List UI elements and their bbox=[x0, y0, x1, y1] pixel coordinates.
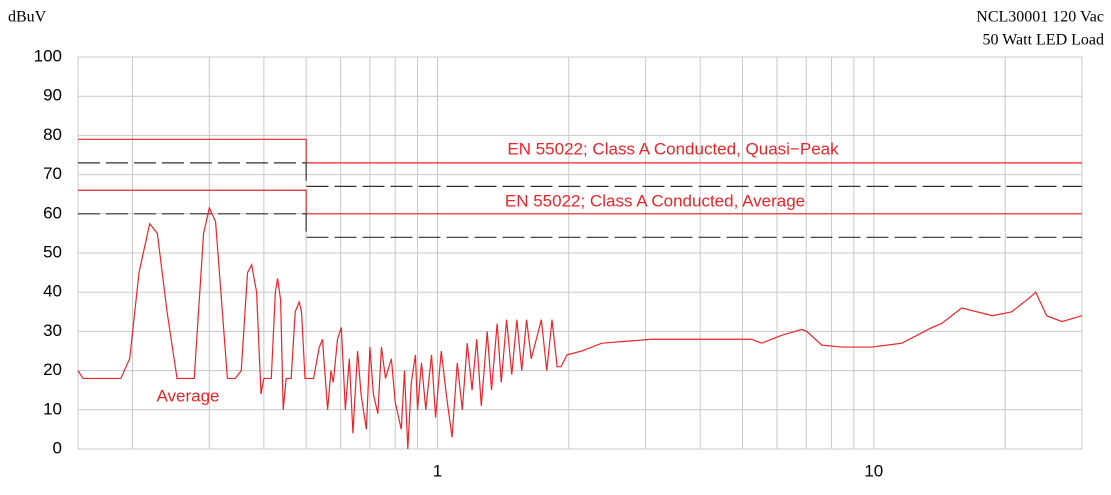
y-tick-label: 0 bbox=[53, 438, 62, 457]
y-tick-label: 80 bbox=[43, 125, 62, 144]
y-tick-label: 60 bbox=[43, 203, 62, 222]
y-tick-label: 30 bbox=[43, 321, 62, 340]
y-tick-label: 40 bbox=[43, 282, 62, 301]
y-tick-label: 50 bbox=[43, 242, 62, 261]
y-axis-label: dBuV bbox=[8, 9, 47, 26]
series-line bbox=[78, 189, 1082, 215]
x-tick-label: 1 bbox=[433, 461, 442, 480]
y-tick-label: 20 bbox=[43, 360, 62, 379]
chart-title: 50 Watt LED Load bbox=[983, 32, 1105, 49]
y-tick-label: 10 bbox=[43, 399, 62, 418]
series-line bbox=[78, 213, 1082, 238]
y-tick-label: 90 bbox=[43, 86, 62, 105]
series-line bbox=[78, 162, 1082, 187]
y-tick-label: 100 bbox=[34, 46, 62, 65]
series-label: Average bbox=[156, 386, 219, 405]
series-label: EN 55022; Class A Conducted, Quasi−Peak bbox=[507, 139, 839, 158]
y-tick-label: 70 bbox=[43, 164, 62, 183]
series-label: EN 55022; Class A Conducted, Average bbox=[505, 191, 805, 210]
series-line bbox=[78, 138, 1082, 164]
chart-title: NCL30001 120 Vac bbox=[976, 9, 1104, 26]
plot-border bbox=[77, 56, 1083, 450]
series-line bbox=[77, 206, 1083, 450]
x-tick-label: 10 bbox=[864, 461, 883, 480]
